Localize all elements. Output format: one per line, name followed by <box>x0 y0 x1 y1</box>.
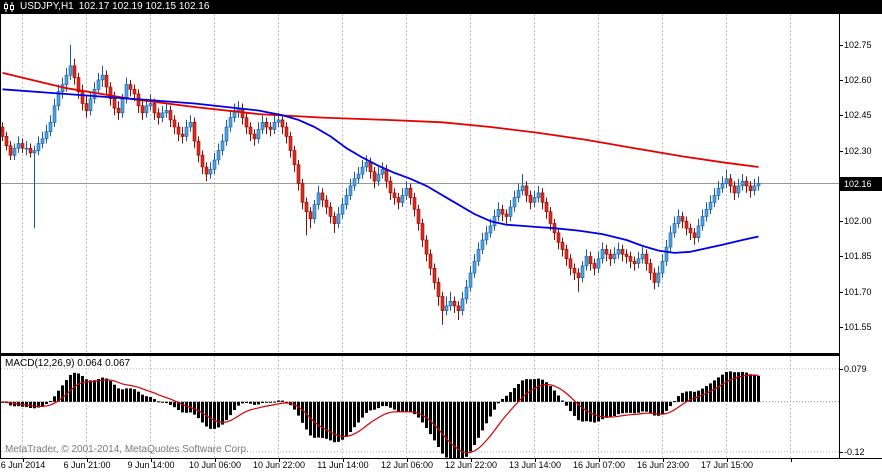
macd-name: MACD(12,26,9) <box>5 358 75 369</box>
time-axis-tick <box>791 459 792 462</box>
time-axis-label: 11 Jun 14:00 <box>317 460 369 470</box>
price-axis-label: 102.45 <box>844 110 872 121</box>
time-axis-tick <box>87 459 88 462</box>
price-axis-tick <box>840 327 843 328</box>
price-axis-tick <box>840 45 843 46</box>
time-axis-tick <box>471 459 472 462</box>
macd-signal-value: 0.067 <box>105 358 131 369</box>
time-axis-tick <box>279 459 280 462</box>
macd-indicator-label: MACD(12,26,9) 0.064 0.067 <box>5 358 130 369</box>
time-axis-label: 16 Jun 23:00 <box>636 460 690 470</box>
macd-canvas <box>1 356 839 458</box>
macd-pane[interactable]: MACD(12,26,9) 0.064 0.067 MetaTrader, © … <box>1 356 839 458</box>
price-axis-label: 102.30 <box>844 145 872 156</box>
ma-fast-line <box>2 88 759 254</box>
time-axis-tick <box>23 459 24 462</box>
time-axis-label: 6 Jun 2014 <box>0 460 46 470</box>
macd-signal-line <box>2 374 759 454</box>
macd-value: 0.064 <box>77 358 103 369</box>
macd-axis-label: -0.12 <box>844 446 865 457</box>
price-axis[interactable]: 102.16 102.75 102.60 102.45 102.30 102.00 101… <box>840 14 882 458</box>
ma-slow-line <box>2 72 759 168</box>
time-axis[interactable]: 6 Jun 2014 6 Jun 21:00 9 Jun 14:00 10 Jun 0… <box>0 459 882 472</box>
time-axis-tick <box>407 459 408 462</box>
time-axis-tick <box>215 459 216 462</box>
macd-axis-tick <box>840 369 843 370</box>
price-axis-tick <box>840 292 843 293</box>
chart-title-bar: USDJPY,H1 102.17 102.19 102.15 102.16 <box>0 0 882 14</box>
symbol-period-label: USDJPY,H1 <box>20 1 74 12</box>
price-axis-label: 101.70 <box>844 286 872 297</box>
current-price-label: 102.16 <box>840 176 882 191</box>
bottom-divider <box>0 458 882 459</box>
quote-ohlc-label: 102.17 102.19 102.15 102.16 <box>78 1 210 12</box>
pane-divider[interactable] <box>0 353 882 356</box>
metatrader-watermark: MetaTrader, © 2001-2014, MetaQuotes Soft… <box>5 444 249 455</box>
time-axis-tick <box>727 459 728 462</box>
price-chart-canvas <box>1 14 839 353</box>
time-axis-label: 10 Jun 22:00 <box>252 460 306 470</box>
time-axis-tick <box>151 459 152 462</box>
time-axis-label: 10 Jun 06:00 <box>188 460 242 470</box>
time-axis-tick <box>343 459 344 462</box>
price-axis-tick <box>840 256 843 257</box>
candlestick-series <box>1 44 761 325</box>
time-axis-tick <box>535 459 536 462</box>
price-axis-tick <box>840 151 843 152</box>
vertical-gridlines <box>22 356 791 458</box>
time-axis-label: 17 Jun 15:00 <box>700 460 754 470</box>
price-axis-label: 101.55 <box>844 322 872 333</box>
time-axis-label: 9 Jun 14:00 <box>127 460 175 470</box>
macd-axis-tick <box>840 452 843 453</box>
time-axis-label: 13 Jun 14:00 <box>508 460 562 470</box>
price-axis-label: 102.75 <box>844 39 872 50</box>
time-axis-label: 12 Jun 22:00 <box>444 460 498 470</box>
price-axis-label: 101.85 <box>844 251 872 262</box>
time-axis-label: 12 Jun 06:00 <box>380 460 434 470</box>
candlestick-icon <box>4 2 14 12</box>
price-axis-label: 102.00 <box>844 216 872 227</box>
time-axis-tick <box>663 459 664 462</box>
price-chart-pane[interactable] <box>1 14 839 353</box>
price-axis-tick <box>840 221 843 222</box>
time-axis-label: 16 Jun 07:00 <box>572 460 626 470</box>
macd-axis-label: 0.079 <box>844 363 867 374</box>
price-axis-label: 102.60 <box>844 74 872 85</box>
price-axis-tick <box>840 115 843 116</box>
time-axis-label: 6 Jun 21:00 <box>63 460 111 470</box>
price-axis-tick <box>840 80 843 81</box>
time-axis-tick <box>599 459 600 462</box>
